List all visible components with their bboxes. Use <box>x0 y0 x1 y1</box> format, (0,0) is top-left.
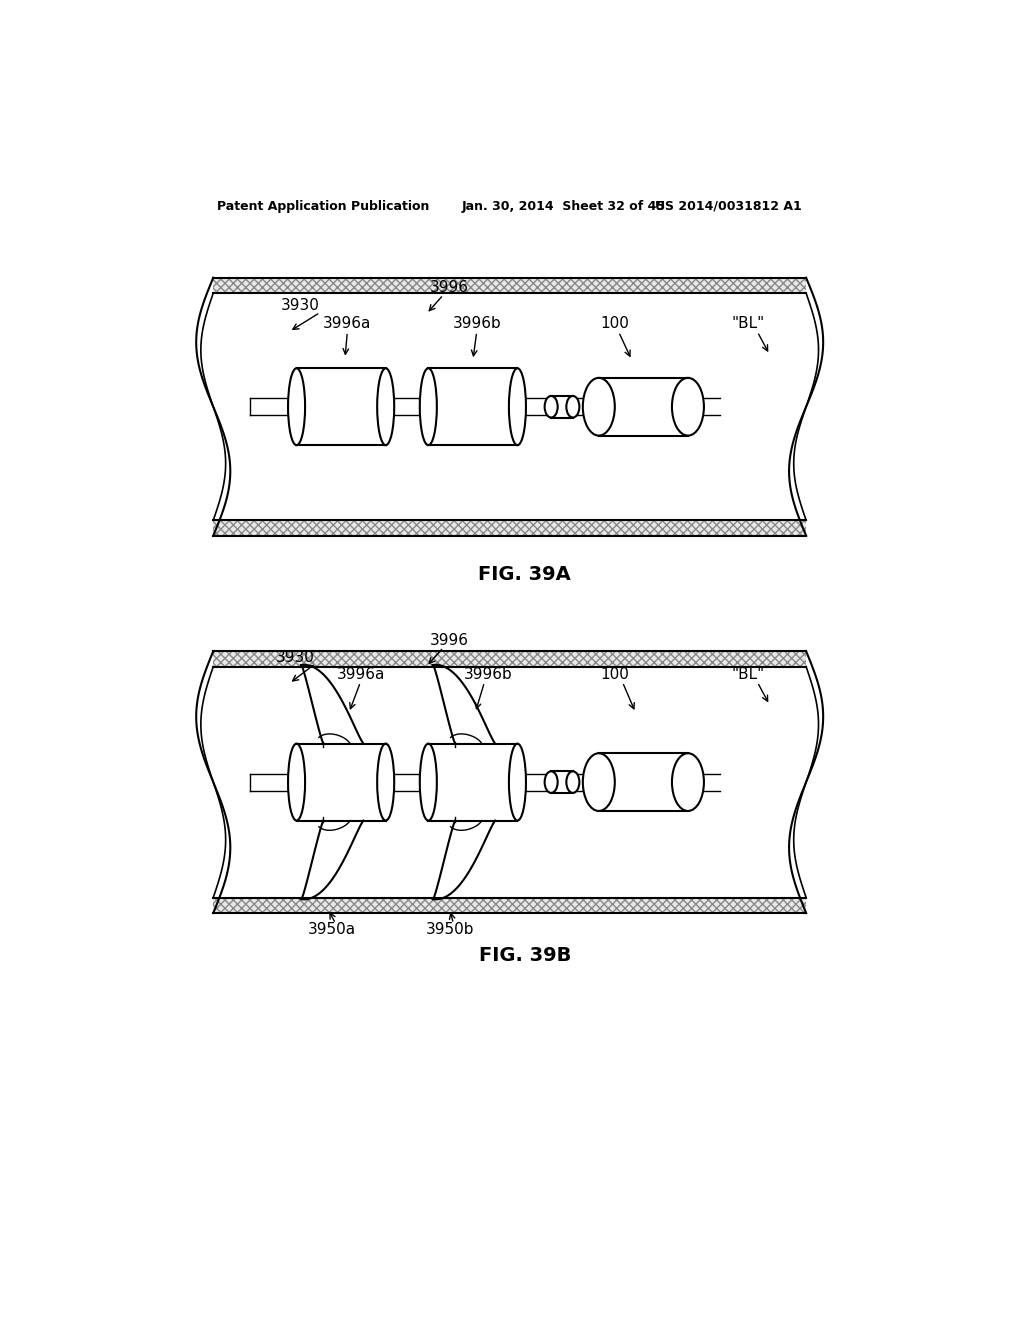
Bar <box>599 754 688 810</box>
Text: 3996a: 3996a <box>336 667 385 682</box>
Ellipse shape <box>545 771 558 793</box>
Ellipse shape <box>377 743 394 821</box>
Text: 3930: 3930 <box>275 649 314 665</box>
Bar <box>213 277 806 293</box>
Bar <box>297 743 386 821</box>
Text: 3996: 3996 <box>430 632 469 648</box>
Bar <box>551 396 572 417</box>
Ellipse shape <box>545 396 558 417</box>
Ellipse shape <box>672 378 703 436</box>
Text: "BL": "BL" <box>731 667 765 682</box>
Bar <box>213 898 806 913</box>
Text: "BL": "BL" <box>731 317 765 331</box>
Ellipse shape <box>566 396 580 417</box>
Text: 3996a: 3996a <box>324 317 372 331</box>
Text: 100: 100 <box>600 317 629 331</box>
Text: Patent Application Publication: Patent Application Publication <box>217 199 429 213</box>
Ellipse shape <box>583 754 614 810</box>
Text: FIG. 39A: FIG. 39A <box>478 565 571 583</box>
Bar <box>551 771 572 793</box>
Ellipse shape <box>672 754 703 810</box>
Text: Jan. 30, 2014  Sheet 32 of 45: Jan. 30, 2014 Sheet 32 of 45 <box>461 199 666 213</box>
Text: 3930: 3930 <box>281 298 319 313</box>
Text: FIG. 39B: FIG. 39B <box>478 946 571 965</box>
Ellipse shape <box>509 368 526 445</box>
Bar <box>297 368 386 445</box>
Bar <box>428 368 517 445</box>
Text: 3996b: 3996b <box>453 317 501 331</box>
Bar <box>428 743 517 821</box>
Ellipse shape <box>420 743 437 821</box>
Text: 3996b: 3996b <box>464 667 513 682</box>
Text: 3950a: 3950a <box>308 923 356 937</box>
Text: 100: 100 <box>600 667 629 682</box>
Ellipse shape <box>509 743 526 821</box>
Ellipse shape <box>583 378 614 436</box>
Bar <box>213 520 806 536</box>
Text: US 2014/0031812 A1: US 2014/0031812 A1 <box>655 199 802 213</box>
Ellipse shape <box>288 743 305 821</box>
Ellipse shape <box>288 368 305 445</box>
Ellipse shape <box>420 368 437 445</box>
Ellipse shape <box>377 368 394 445</box>
Text: 3950b: 3950b <box>425 923 474 937</box>
Ellipse shape <box>566 771 580 793</box>
Text: 3996: 3996 <box>430 280 469 296</box>
Bar <box>599 378 688 436</box>
Bar <box>213 651 806 667</box>
